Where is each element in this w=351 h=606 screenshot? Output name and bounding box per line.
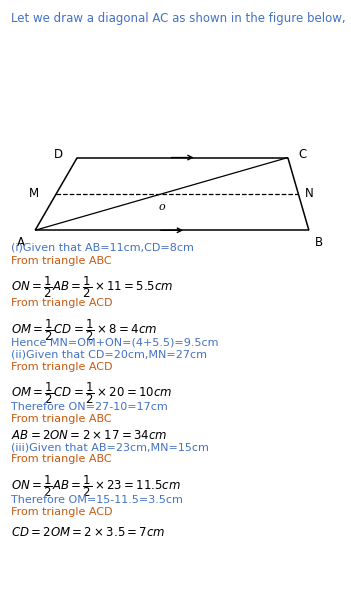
Text: From triangle ACD: From triangle ACD bbox=[11, 507, 112, 518]
Text: $\mathit{CD} = 2\mathit{OM} = 2\times3.5 = 7cm$: $\mathit{CD} = 2\mathit{OM} = 2\times3.5… bbox=[11, 526, 165, 539]
Text: From triangle ACD: From triangle ACD bbox=[11, 298, 112, 308]
Text: From triangle ABC: From triangle ABC bbox=[11, 256, 111, 266]
Text: A: A bbox=[17, 236, 25, 249]
Text: From triangle ACD: From triangle ACD bbox=[11, 362, 112, 372]
Text: Hence MN=OM+ON=(4+5.5)=9.5cm: Hence MN=OM+ON=(4+5.5)=9.5cm bbox=[11, 338, 218, 348]
Text: (ii)Given that CD=20cm,MN=27cm: (ii)Given that CD=20cm,MN=27cm bbox=[11, 350, 206, 360]
Text: D: D bbox=[54, 148, 63, 161]
Text: From triangle ABC: From triangle ABC bbox=[11, 414, 111, 424]
Text: M: M bbox=[28, 187, 39, 201]
Text: $\mathit{ON} = \dfrac{1}{2}\mathit{AB} = \dfrac{1}{2}\times 23= 11.5cm$: $\mathit{ON} = \dfrac{1}{2}\mathit{AB} =… bbox=[11, 473, 180, 499]
Text: $\mathit{ON} = \dfrac{1}{2}\mathit{AB} = \dfrac{1}{2}\times11= 5.5cm$: $\mathit{ON} = \dfrac{1}{2}\mathit{AB} =… bbox=[11, 275, 173, 300]
Text: (iii)Given that AB=23cm,MN=15cm: (iii)Given that AB=23cm,MN=15cm bbox=[11, 442, 208, 453]
Text: Therefore ON=27-10=17cm: Therefore ON=27-10=17cm bbox=[11, 402, 167, 412]
Text: $\mathit{OM} = \dfrac{1}{2}\mathit{CD} = \dfrac{1}{2}\times 20 = 10cm$: $\mathit{OM} = \dfrac{1}{2}\mathit{CD} =… bbox=[11, 381, 172, 406]
Text: N: N bbox=[305, 187, 314, 201]
Text: $\mathit{OM} = \dfrac{1}{2}\mathit{CD} = \dfrac{1}{2}\times8 = 4cm$: $\mathit{OM} = \dfrac{1}{2}\mathit{CD} =… bbox=[11, 317, 157, 342]
Text: Let we draw a diagonal AC as shown in the figure below,: Let we draw a diagonal AC as shown in th… bbox=[11, 12, 345, 25]
Text: C: C bbox=[298, 148, 307, 161]
Text: (i)Given that AB=11cm,CD=8cm: (i)Given that AB=11cm,CD=8cm bbox=[11, 242, 193, 253]
Text: o: o bbox=[158, 202, 165, 212]
Text: From triangle ABC: From triangle ABC bbox=[11, 454, 111, 465]
Text: B: B bbox=[315, 236, 324, 249]
Text: Therefore OM=15-11.5=3.5cm: Therefore OM=15-11.5=3.5cm bbox=[11, 495, 183, 505]
Text: $\mathit{AB} = 2\mathit{ON} = 2\times17 = 34cm$: $\mathit{AB} = 2\mathit{ON} = 2\times17 … bbox=[11, 429, 167, 442]
